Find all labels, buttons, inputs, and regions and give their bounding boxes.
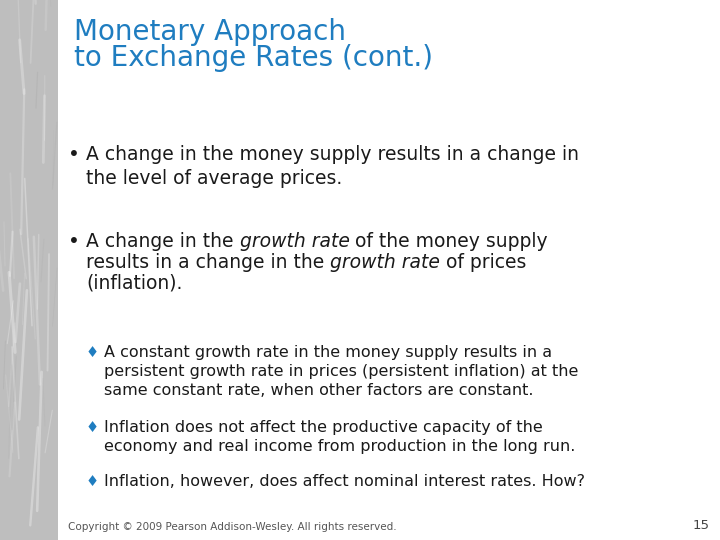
Text: of the money supply: of the money supply	[349, 232, 548, 251]
Text: •: •	[68, 145, 80, 164]
Text: results in a change in the: results in a change in the	[86, 253, 330, 272]
Text: A change in the: A change in the	[86, 232, 240, 251]
Text: ♦: ♦	[86, 420, 99, 435]
Text: A constant growth rate in the money supply results in a
persistent growth rate i: A constant growth rate in the money supp…	[104, 345, 578, 399]
Text: growth rate: growth rate	[240, 232, 349, 251]
Text: •: •	[68, 232, 80, 251]
Bar	[0, 0, 58, 540]
Text: ♦: ♦	[86, 345, 99, 360]
Text: A change in the money supply results in a change in
the level of average prices.: A change in the money supply results in …	[86, 145, 579, 188]
Text: (inflation).: (inflation).	[86, 274, 182, 293]
Text: growth rate: growth rate	[330, 253, 440, 272]
Text: 15: 15	[693, 519, 710, 532]
Text: of prices: of prices	[440, 253, 526, 272]
Text: Inflation, however, does affect nominal interest rates. How?: Inflation, however, does affect nominal …	[104, 474, 585, 489]
Text: ♦: ♦	[86, 474, 99, 489]
Text: Inflation does not affect the productive capacity of the
economy and real income: Inflation does not affect the productive…	[104, 420, 575, 454]
Text: Monetary Approach: Monetary Approach	[74, 18, 346, 46]
Text: Copyright © 2009 Pearson Addison-Wesley. All rights reserved.: Copyright © 2009 Pearson Addison-Wesley.…	[68, 522, 397, 532]
Text: to Exchange Rates (cont.): to Exchange Rates (cont.)	[74, 44, 433, 72]
